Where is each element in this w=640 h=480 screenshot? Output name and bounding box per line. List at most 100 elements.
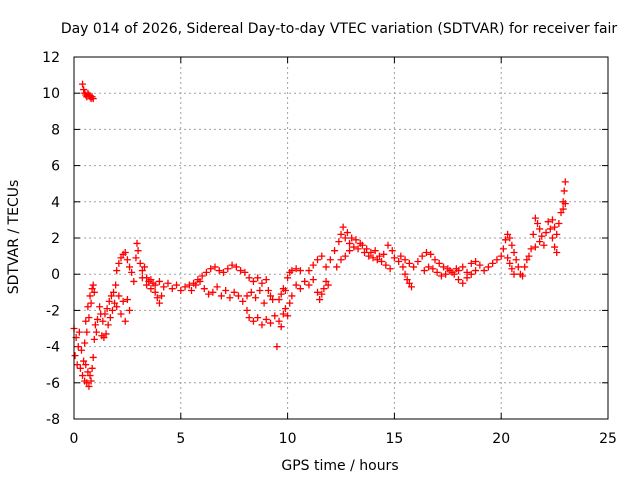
data-point [86,292,94,300]
data-point [138,267,146,275]
data-point [472,267,480,275]
chart-title: Day 014 of 2026, Sidereal Day-to-day VTE… [61,21,618,37]
data-point [373,256,381,264]
data-point [115,292,123,300]
x-tick-label: 25 [599,431,617,447]
data-point [237,267,245,275]
data-point [454,267,462,275]
data-point [228,261,236,269]
data-point [504,254,512,262]
data-point [84,368,92,376]
data-point [360,248,368,256]
data-point [288,267,296,275]
data-point [121,317,129,325]
data-point [352,236,360,244]
data-point [399,263,407,271]
data-point [83,379,91,387]
data-point [202,268,210,276]
data-point [288,292,296,300]
data-point [309,261,317,269]
data-point [337,256,345,264]
data-point [104,321,112,329]
data-point [292,281,300,289]
data-point [80,86,88,94]
data-point [234,292,242,300]
data-point [305,281,313,289]
data-point [425,263,433,271]
data-point [93,315,101,323]
data-point [136,259,144,267]
data-point [418,252,426,260]
data-point [343,229,351,237]
data-point [110,288,118,296]
data-point [559,205,567,213]
data-point [508,241,516,249]
data-point [205,290,213,298]
data-point [561,178,569,186]
data-point [305,267,313,275]
data-point [346,247,354,255]
data-point [77,346,85,354]
data-point [168,285,176,293]
x-tick-label: 5 [176,431,185,447]
data-point [126,263,134,271]
data-point [493,256,501,264]
data-point [264,286,272,294]
data-point [155,277,163,285]
data-point [536,225,544,233]
data-point [542,229,550,237]
data-point [531,214,539,222]
data-point [335,238,343,246]
data-point [160,283,168,291]
data-point [96,303,104,311]
data-point [350,243,358,251]
data-point [200,285,208,293]
data-point [143,281,151,289]
data-point [82,361,90,369]
data-points [70,80,569,390]
data-point [138,274,146,282]
data-point [534,220,542,228]
data-point [99,317,107,325]
data-point [192,281,200,289]
data-point [75,328,83,336]
data-point [401,270,409,278]
data-point [269,296,277,304]
data-point [560,187,568,195]
data-point [117,310,125,318]
y-tick-label: 0 [51,267,60,283]
data-point [147,276,155,284]
data-point [153,294,161,302]
data-point [508,265,516,273]
data-point [90,335,98,343]
data-point [459,263,467,271]
data-point [249,277,257,285]
data-point [101,310,109,318]
data-point [117,254,125,262]
data-point [90,288,98,296]
data-point [322,263,330,271]
data-point [324,281,332,289]
data-point [258,279,266,287]
data-point [115,259,123,267]
data-point [510,270,518,278]
data-point [89,95,97,103]
data-point [102,330,110,338]
data-point [119,297,127,305]
data-point [354,245,362,253]
data-point [185,281,193,289]
data-point [220,268,228,276]
data-point [420,267,428,275]
data-point [177,286,185,294]
data-point [390,254,398,262]
data-point [431,256,439,264]
data-point [512,256,520,264]
data-point [88,285,96,293]
data-point [331,247,339,255]
data-point [440,263,448,271]
data-point [106,314,114,322]
data-point [544,218,552,226]
data-point [112,281,120,289]
data-point [446,267,454,275]
